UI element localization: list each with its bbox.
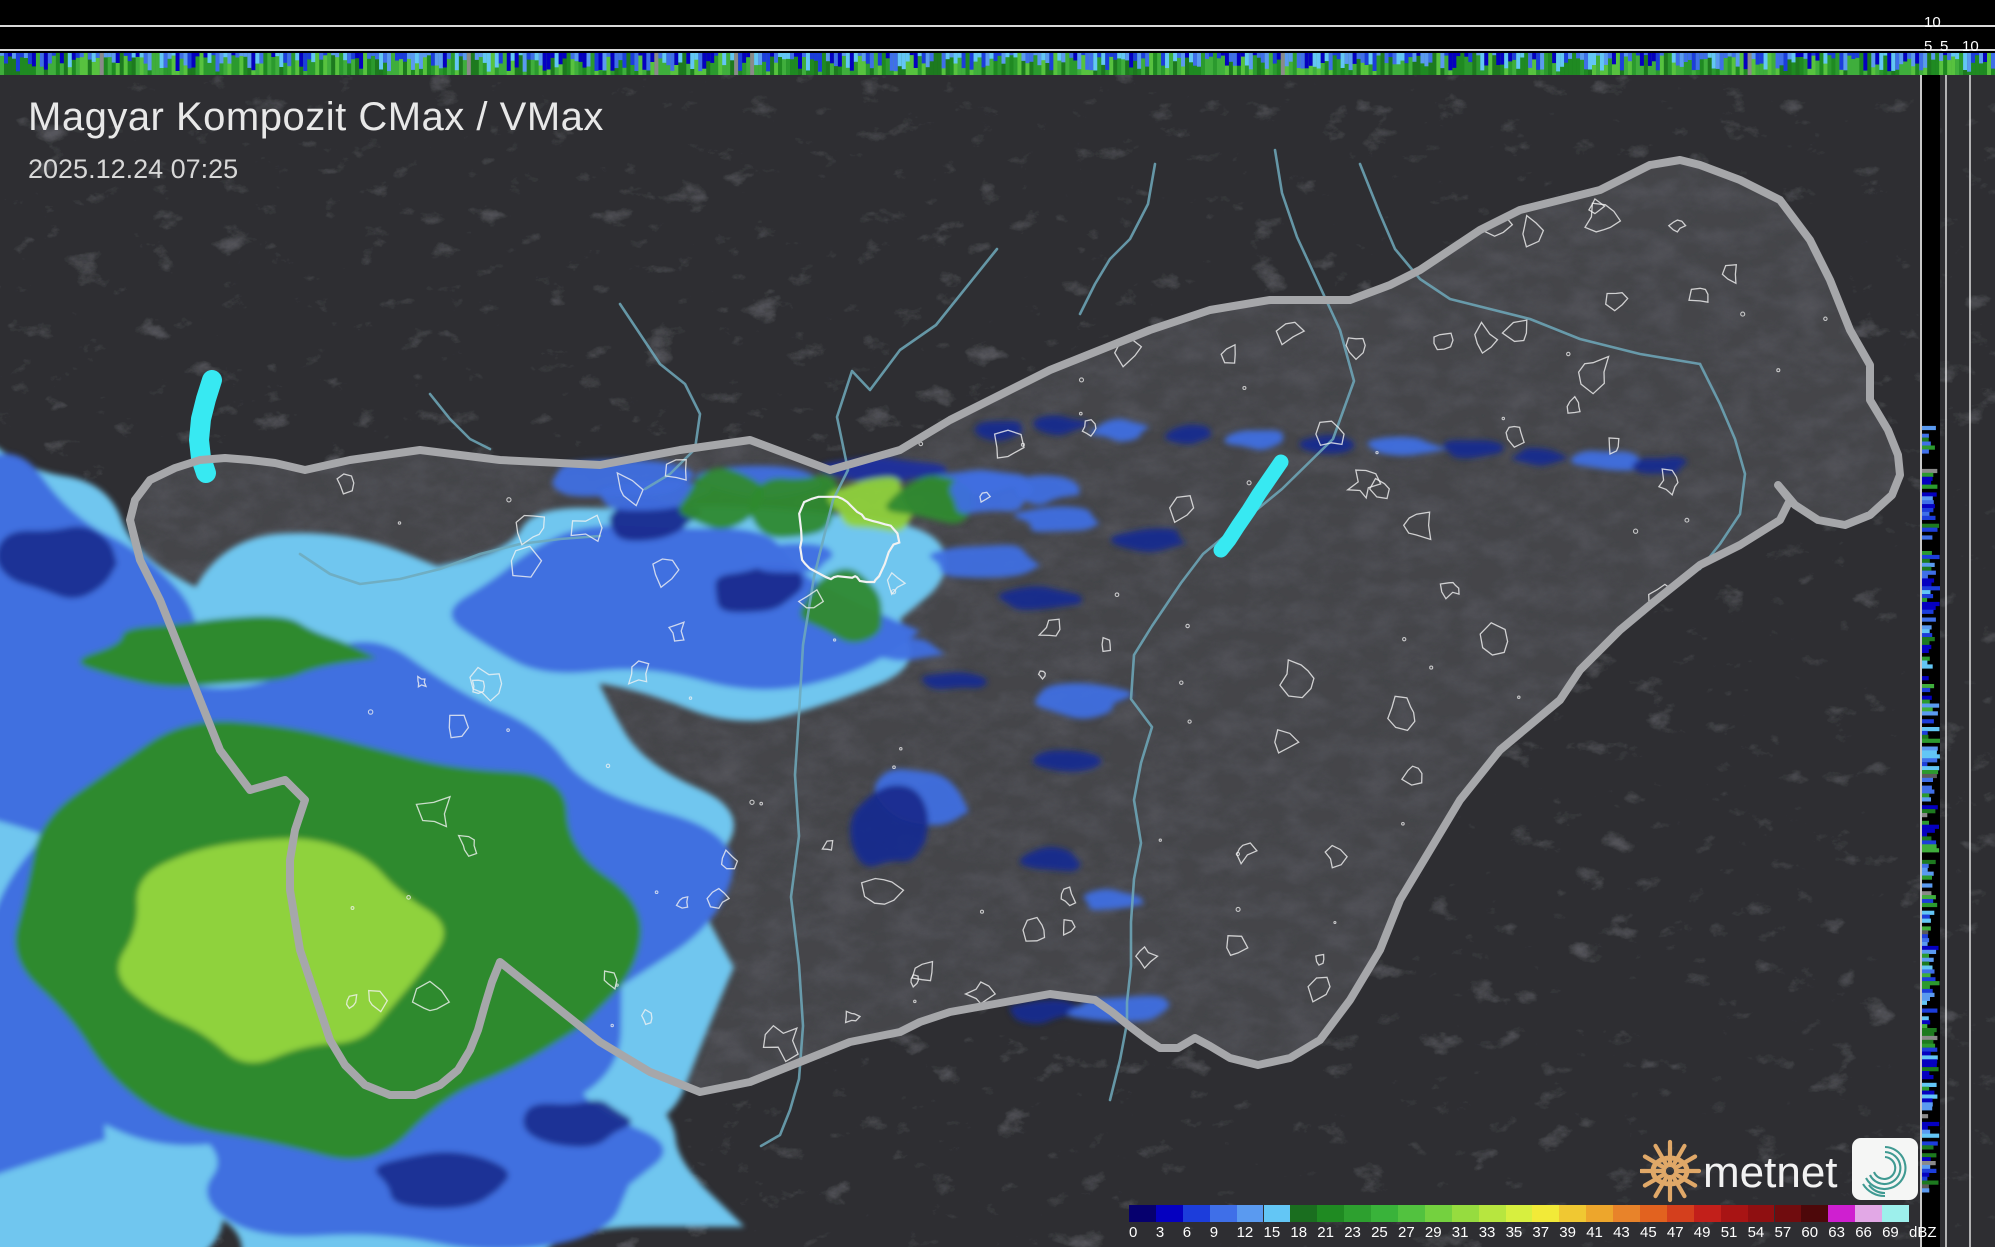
svg-text:metnet: metnet xyxy=(1703,1148,1838,1197)
